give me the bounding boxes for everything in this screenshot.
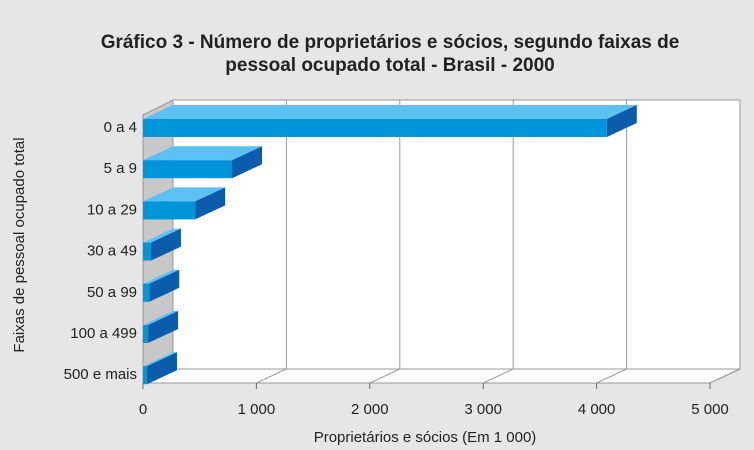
y-tick-label: 10 a 29 <box>87 201 137 218</box>
bar <box>143 242 151 261</box>
chart-title: Gráfico 3 - Número de proprietários e só… <box>101 32 680 53</box>
bar-side <box>150 228 181 261</box>
grid-line <box>256 368 287 384</box>
x-tick-label: 5 000 <box>691 401 729 418</box>
grid-line <box>709 368 741 384</box>
x-tick-label: 1 000 <box>238 401 276 418</box>
back-wall <box>172 99 741 370</box>
bar <box>143 201 196 220</box>
bar <box>143 160 233 179</box>
x-tick-label: 3 000 <box>464 401 502 418</box>
bar-top <box>143 146 263 161</box>
bar-top <box>143 269 180 284</box>
bar <box>143 325 149 343</box>
bar-side <box>148 311 179 343</box>
bar-top <box>143 187 226 202</box>
bar-top <box>143 105 637 119</box>
y-tick-label: 0 a 4 <box>104 119 137 136</box>
bar <box>143 119 607 137</box>
bar-side <box>149 269 180 302</box>
y-tick-label: 50 a 99 <box>87 284 137 301</box>
y-axis-label: Faixas de pessoal ocupado total <box>11 137 28 352</box>
y-tick-label: 500 e mais <box>64 366 137 383</box>
x-axis-label: Proprietários e sócios (Em 1 000) <box>314 429 537 446</box>
y-tick-label: 5 a 9 <box>104 160 137 177</box>
bar-top <box>143 311 179 325</box>
y-tick-label: 100 a 499 <box>70 325 137 342</box>
bar <box>143 283 150 302</box>
grid-line <box>482 368 514 384</box>
bar-side <box>606 105 637 137</box>
bar-side <box>232 146 263 179</box>
x-tick-label: 4 000 <box>578 401 616 418</box>
bar-side <box>195 187 226 220</box>
grid-line <box>369 368 401 384</box>
bar-side <box>146 352 177 385</box>
bar <box>143 366 147 385</box>
chart-subtitle: pessoal ocupado total - Brasil - 2000 <box>225 55 554 76</box>
bar-top <box>143 352 177 367</box>
floor <box>142 368 741 384</box>
y-tick-label: 30 a 49 <box>87 243 137 260</box>
grid-line <box>596 368 627 384</box>
x-tick-label: 0 <box>139 401 147 418</box>
x-tick-label: 2 000 <box>351 401 389 418</box>
bar-top <box>143 228 181 243</box>
